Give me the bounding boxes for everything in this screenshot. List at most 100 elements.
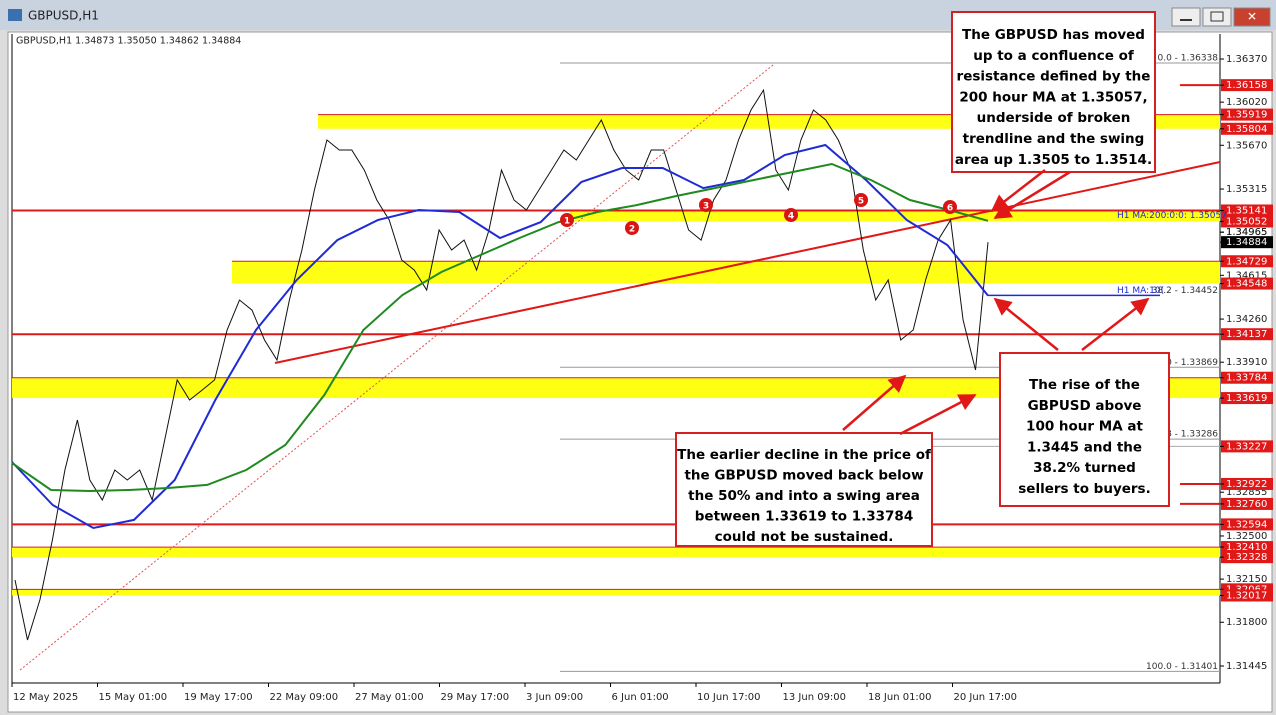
level-label-bg — [1221, 79, 1273, 92]
swing-marker — [560, 213, 574, 227]
y-tick-label: 1.35670 — [1226, 140, 1267, 151]
y-tick-label: 1.36020 — [1226, 97, 1267, 108]
arrow — [842, 374, 907, 431]
level-label: 1.33227 — [1226, 441, 1267, 452]
level-label: 1.32594 — [1226, 519, 1267, 530]
level-label: 1.33784 — [1226, 373, 1267, 384]
maximize-button[interactable] — [1202, 7, 1232, 27]
y-tick-label: 1.36370 — [1226, 54, 1267, 65]
level-label-bg — [1221, 497, 1273, 510]
annotation-text: the 50% and into a swing area — [688, 488, 920, 504]
level-label: 1.33619 — [1226, 393, 1267, 404]
level-label-bg — [1221, 204, 1273, 217]
maximize-icon — [1210, 11, 1224, 22]
arrows — [842, 169, 1150, 436]
y-tick-label: 1.32855 — [1226, 487, 1267, 498]
level-label: 1.32410 — [1226, 542, 1267, 553]
swing-marker — [784, 208, 798, 222]
annotation-text: 100 hour MA at — [1026, 419, 1143, 435]
x-tick-label: 10 Jun 17:00 — [697, 692, 761, 703]
swing-marker — [854, 193, 868, 207]
fib-label: 100.0 - 1.31401 — [1146, 662, 1218, 672]
fib-label: 61.8 - 1.33286 — [1152, 430, 1218, 440]
swing-marker-label: 6 — [947, 204, 953, 214]
annotation-text: area up 1.3505 to 1.3514. — [955, 152, 1152, 168]
minimize-button[interactable] — [1171, 7, 1201, 27]
x-tick-label: 15 May 01:00 — [99, 692, 168, 703]
annotation-text: sellers to buyers. — [1018, 481, 1150, 497]
level-label-bg — [1221, 477, 1273, 490]
x-tick-label: 27 May 01:00 — [355, 692, 424, 703]
swing-band — [12, 547, 1220, 558]
swing-marker-label: 4 — [788, 212, 794, 222]
level-label-bg — [1221, 255, 1273, 268]
ma-label: H1 MA:10( — [1117, 286, 1164, 296]
y-tick-label: 1.35315 — [1226, 184, 1267, 195]
x-tick-label: 6 Jun 01:00 — [612, 692, 669, 703]
level-label-bg — [1221, 122, 1273, 135]
level-label: 1.32328 — [1226, 552, 1267, 563]
x-tick-label: 18 Jun 01:00 — [868, 692, 932, 703]
level-label: 1.32017 — [1226, 590, 1267, 601]
annotation-text: 200 hour MA at 1.35057, — [959, 89, 1147, 105]
level-label: 1.32922 — [1226, 479, 1267, 490]
arrow — [993, 170, 1071, 220]
close-icon: ✕ — [1247, 10, 1257, 24]
price-tag-bg — [1221, 236, 1273, 249]
swing-marker-label: 5 — [858, 197, 864, 207]
annotation-text: The rise of the — [1029, 377, 1140, 393]
annotation-text: up to a confluence of — [973, 48, 1134, 64]
level-label: 1.35052 — [1226, 216, 1267, 227]
price-tag: 1.34884 — [1226, 237, 1267, 248]
arrow — [1081, 297, 1150, 351]
swing-marker — [943, 200, 957, 214]
annotation-text: trendline and the swing — [963, 131, 1145, 147]
annotation-box — [675, 432, 933, 547]
annotation-text: The GBPUSD has moved — [962, 27, 1145, 43]
level-label-bg — [1221, 328, 1273, 341]
x-tick-label: 13 Jun 09:00 — [783, 692, 847, 703]
x-tick-label: 20 Jun 17:00 — [954, 692, 1018, 703]
swing-band — [570, 210, 1220, 222]
swing-band — [232, 261, 1220, 284]
level-label-bg — [1221, 277, 1273, 290]
y-tick-label: 1.32150 — [1226, 574, 1267, 585]
level-label-bg — [1221, 215, 1273, 228]
level-label: 1.35804 — [1226, 124, 1267, 135]
fib-diagonal — [19, 64, 774, 671]
swing-marker — [699, 198, 713, 212]
window-title: GBPUSD,H1 — [28, 9, 99, 23]
price-line — [14, 88, 989, 641]
window-icon — [8, 9, 22, 21]
level-label-bg — [1221, 589, 1273, 602]
swing-band — [12, 589, 1220, 596]
annotation-text: The earlier decline in the price of — [677, 447, 931, 463]
fib-label: 0.0 - 1.36338 — [1158, 53, 1219, 63]
annotation-text: GBPUSD above — [1028, 398, 1142, 414]
annotation-box — [951, 11, 1156, 173]
swing-marker-label: 3 — [703, 202, 709, 212]
annotation-text: 38.2% turned — [1033, 460, 1136, 476]
y-tick-label: 1.34965 — [1226, 227, 1267, 238]
moving-average — [11, 143, 989, 530]
annotation-text: resistance defined by the — [957, 69, 1151, 85]
x-tick-label: 22 May 09:00 — [270, 692, 339, 703]
y-tick-label: 1.34615 — [1226, 270, 1267, 281]
swing-band — [12, 377, 1220, 399]
x-tick-label: 29 May 17:00 — [441, 692, 510, 703]
level-label-bg — [1221, 392, 1273, 405]
annotation-box — [999, 352, 1170, 507]
arrow — [993, 297, 1059, 351]
level-label-bg — [1221, 551, 1273, 564]
swing-marker-label: 1 — [564, 217, 570, 227]
annotation-text: 1.3445 and the — [1027, 439, 1142, 455]
level-label: 1.36158 — [1226, 80, 1267, 91]
level-label-bg — [1221, 518, 1273, 531]
close-button[interactable] — [1233, 7, 1271, 27]
level-label: 1.34548 — [1226, 279, 1267, 290]
window-buttons[interactable]: ✕ — [1171, 7, 1271, 27]
annotation-text: the GBPUSD moved back below — [684, 468, 923, 484]
level-label-bg — [1221, 541, 1273, 554]
level-label: 1.32760 — [1226, 499, 1267, 510]
